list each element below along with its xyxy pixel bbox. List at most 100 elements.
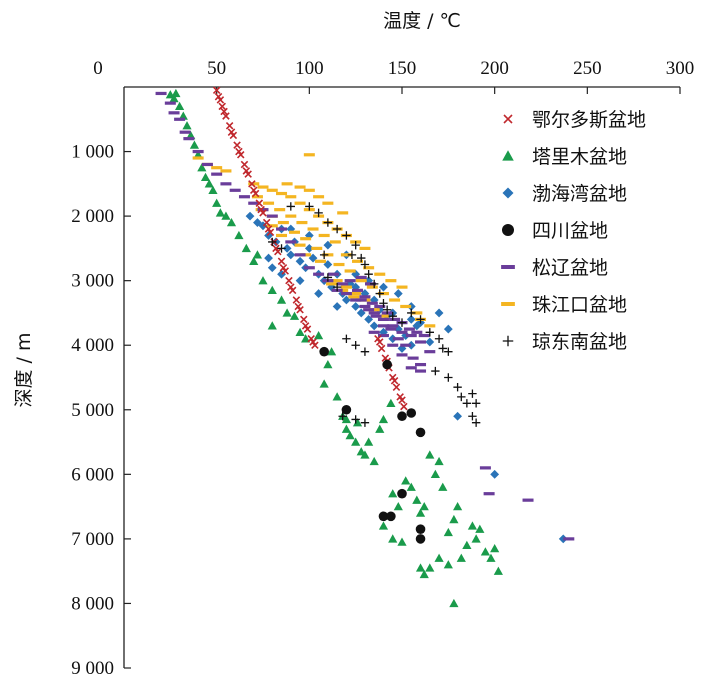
- data-point: [327, 272, 339, 276]
- data-point: [369, 456, 379, 466]
- data-point: [285, 276, 293, 285]
- data-point: [340, 253, 352, 257]
- data-point: [406, 340, 416, 350]
- data-point: [168, 111, 180, 115]
- data-point: [377, 324, 389, 328]
- y-tick-label: 9 000: [71, 658, 114, 679]
- data-point: [462, 540, 472, 550]
- series-1: [165, 88, 503, 608]
- data-point: [264, 253, 273, 263]
- data-point: [329, 240, 341, 244]
- data-point: [424, 324, 436, 328]
- data-point: [309, 338, 317, 346]
- data-point: [211, 166, 223, 170]
- x-axis-title: 温度 / ℃: [383, 10, 461, 32]
- data-point: [406, 408, 417, 418]
- data-point: [406, 302, 416, 311]
- y-tick-label: 6 000: [71, 464, 114, 485]
- data-point: [486, 553, 496, 562]
- legend-item: 鄂尔多斯盆地: [503, 109, 646, 131]
- data-point: [443, 527, 453, 537]
- y-tick-label: 3 000: [71, 271, 114, 292]
- data-point: [323, 273, 333, 282]
- y-tick-label: 7 000: [71, 529, 114, 550]
- data-point: [501, 265, 515, 269]
- data-point: [405, 333, 417, 338]
- data-point: [480, 547, 490, 556]
- data-point: [415, 563, 426, 572]
- legend-item: 松辽盆地: [501, 257, 608, 279]
- data-point: [277, 257, 286, 266]
- data-point: [370, 314, 382, 318]
- data-point: [563, 537, 575, 541]
- data-point: [286, 202, 295, 211]
- data-point: [276, 295, 287, 304]
- data-point: [502, 187, 514, 199]
- data-point: [418, 333, 430, 338]
- data-point: [388, 334, 398, 344]
- data-point: [407, 308, 416, 318]
- data-point: [264, 231, 273, 240]
- data-point: [419, 569, 429, 579]
- data-point: [285, 240, 297, 244]
- data-point: [377, 333, 389, 338]
- data-point: [375, 289, 384, 298]
- data-point: [359, 246, 371, 250]
- data-point: [352, 259, 364, 263]
- data-point: [483, 492, 495, 496]
- data-point: [390, 376, 399, 385]
- x-tick-label: 100: [295, 58, 324, 79]
- data-point: [415, 534, 426, 544]
- data-point: [272, 244, 280, 253]
- data-point: [392, 337, 404, 341]
- x-tick-label: 150: [388, 58, 417, 79]
- data-point: [341, 424, 351, 433]
- data-point: [215, 208, 225, 217]
- data-point: [359, 295, 371, 299]
- data-point: [374, 272, 386, 276]
- data-point: [193, 150, 203, 159]
- data-point: [341, 414, 351, 424]
- data-point: [286, 224, 296, 234]
- data-point: [331, 279, 343, 283]
- data-point: [249, 186, 258, 195]
- data-point: [363, 308, 375, 312]
- data-point: [415, 340, 427, 344]
- data-point: [392, 383, 401, 391]
- data-point: [314, 259, 326, 263]
- data-point: [333, 262, 345, 267]
- data-point: [300, 253, 312, 257]
- data-point: [397, 537, 407, 546]
- data-point: [178, 111, 188, 120]
- data-point: [294, 185, 306, 189]
- data-point: [471, 418, 481, 427]
- data-point: [279, 263, 288, 272]
- data-point: [175, 101, 185, 111]
- data-point: [276, 233, 288, 238]
- data-point: [378, 511, 389, 522]
- data-point: [282, 308, 292, 317]
- data-point: [412, 495, 422, 504]
- data-point: [266, 224, 278, 228]
- data-point: [200, 172, 211, 182]
- data-point: [386, 511, 396, 522]
- data-point: [385, 279, 397, 283]
- data-point: [235, 147, 243, 156]
- data-point: [403, 327, 415, 331]
- data-point: [368, 330, 380, 334]
- data-point: [192, 149, 204, 154]
- data-point: [345, 431, 355, 440]
- data-point: [357, 253, 366, 263]
- data-point: [323, 218, 333, 227]
- data-point: [501, 302, 515, 306]
- data-point: [314, 330, 324, 340]
- data-point: [388, 534, 398, 543]
- y-tick-label: 1 000: [71, 142, 114, 163]
- data-point: [242, 167, 251, 175]
- data-point: [350, 298, 362, 302]
- data-point: [304, 243, 314, 253]
- plot-points: [155, 86, 575, 608]
- data-point: [457, 392, 466, 402]
- data-point: [182, 121, 192, 130]
- data-point: [406, 482, 416, 491]
